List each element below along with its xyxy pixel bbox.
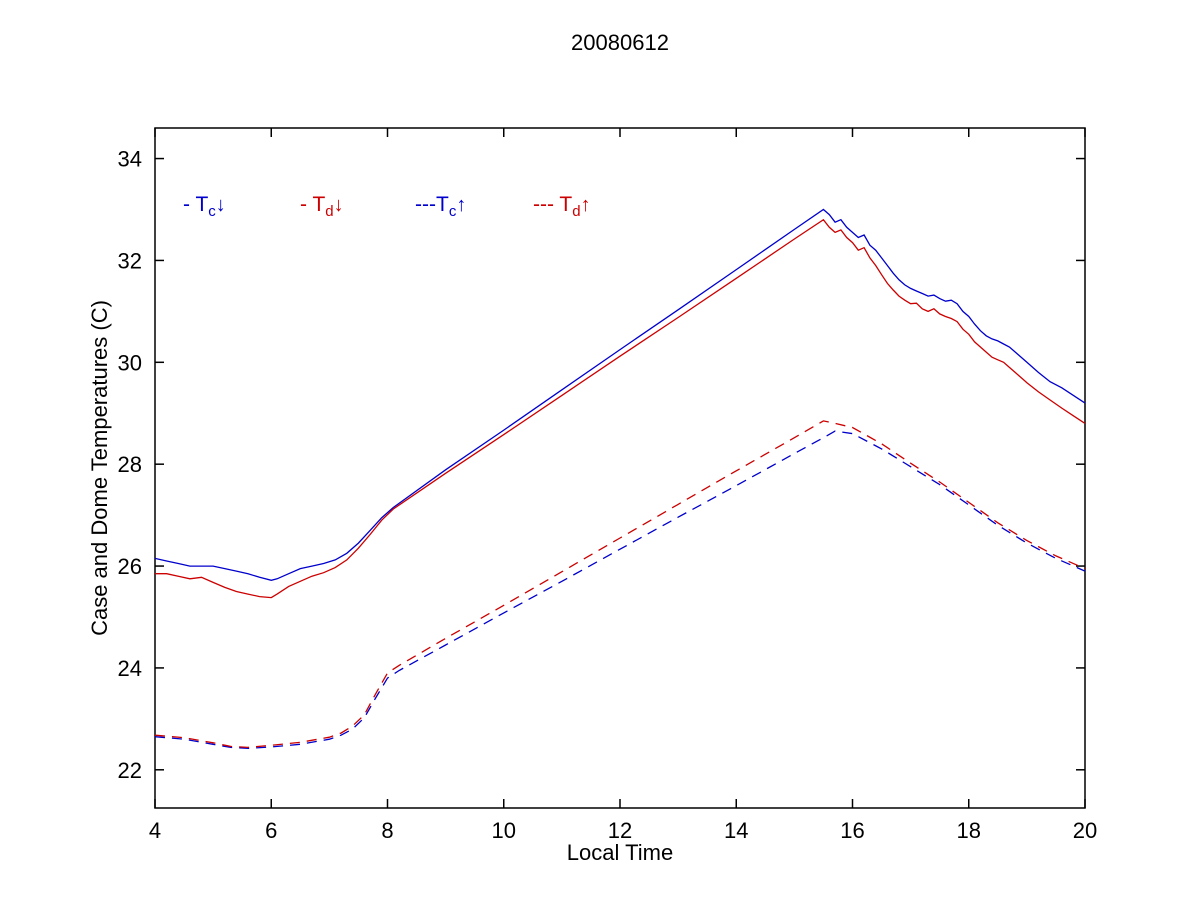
y-tick-label: 32 — [118, 248, 142, 273]
x-tick-label: 10 — [492, 818, 516, 843]
x-tick-label: 4 — [149, 818, 161, 843]
x-tick-label: 18 — [957, 818, 981, 843]
legend-subscript: d — [325, 203, 334, 221]
y-tick-label: 22 — [118, 758, 142, 783]
x-tick-label: 6 — [265, 818, 277, 843]
y-tick-label: 30 — [118, 350, 142, 375]
chart-title: 20080612 — [571, 30, 669, 55]
x-tick-label: 12 — [608, 818, 632, 843]
legend-item-Td-up: --- Td↑ — [533, 193, 591, 221]
legend-subscript: d — [572, 203, 581, 221]
legend-item-Td-down: - Td↓ — [300, 193, 344, 221]
legend-item-Tc-up: ---Tc↑ — [415, 193, 467, 221]
series-line-Tc-up — [154, 430, 1086, 750]
axes-box — [154, 127, 1086, 809]
y-tick-label: 28 — [118, 452, 142, 477]
legend-subscript: c — [448, 203, 457, 221]
x-tick-label: 8 — [381, 818, 393, 843]
legend-item-Tc-down: - Tc↓ — [183, 193, 226, 221]
x-tick-label: 16 — [840, 818, 864, 843]
series-line-Td-up — [154, 420, 1086, 749]
arrow-up-icon: ↑ — [456, 194, 467, 216]
y-tick-label: 26 — [118, 554, 142, 579]
series-line-Td-down — [155, 218, 1086, 599]
legend-subscript: c — [208, 203, 216, 221]
x-tick-label: 14 — [724, 818, 748, 843]
y-tick-label: 34 — [118, 147, 142, 172]
x-axis-label: Local Time — [566, 840, 674, 865]
arrow-down-icon: ↓ — [333, 194, 344, 216]
series-line-Tc-down — [154, 208, 1086, 581]
arrow-down-icon: ↓ — [215, 194, 226, 216]
y-tick-label: 24 — [118, 656, 142, 681]
x-tick-label: 20 — [1073, 818, 1097, 843]
arrow-up-icon: ↑ — [580, 194, 591, 216]
